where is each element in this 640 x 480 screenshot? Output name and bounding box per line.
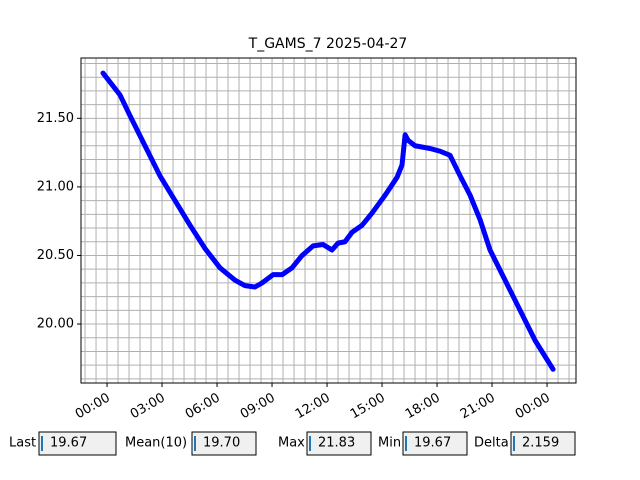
stat-value: 19.67 [50, 436, 87, 451]
y-tick-label: 21.50 [37, 111, 74, 126]
stat-box [402, 431, 468, 456]
x-tick-label: 12:00 [293, 391, 333, 423]
stat-box [306, 431, 372, 456]
stat-box [38, 431, 117, 456]
stat-box [510, 431, 576, 456]
x-tick-label: 00:00 [73, 391, 113, 423]
chart-title: T_GAMS_7 2025-04-27 [248, 36, 408, 52]
stat-label: Delta [474, 436, 509, 451]
stat-value: 2.159 [522, 436, 559, 451]
stat-box [191, 431, 257, 456]
y-tick-label: 20.00 [37, 317, 74, 332]
x-tick-label: 00:00 [513, 391, 553, 423]
x-tick-label: 21:00 [458, 391, 498, 423]
x-tick-label: 03:00 [128, 391, 168, 423]
stat-label: Max [278, 436, 305, 451]
x-tick-label: 18:00 [403, 391, 443, 423]
stat-label: Last [9, 436, 36, 451]
x-tick-label: 06:00 [183, 391, 223, 423]
x-tick-label: 15:00 [348, 391, 388, 423]
data-line [100, 70, 556, 372]
y-tick-label: 21.00 [37, 179, 74, 194]
plot-frame [80, 57, 577, 384]
stat-value: 19.67 [414, 436, 451, 451]
y-tick-label: 20.50 [37, 248, 74, 263]
stat-label: Mean(10) [125, 436, 187, 451]
x-tick-label: 09:00 [238, 391, 278, 423]
stat-value: 19.70 [203, 436, 240, 451]
stat-value: 21.83 [318, 436, 355, 451]
stat-label: Min [378, 436, 401, 451]
